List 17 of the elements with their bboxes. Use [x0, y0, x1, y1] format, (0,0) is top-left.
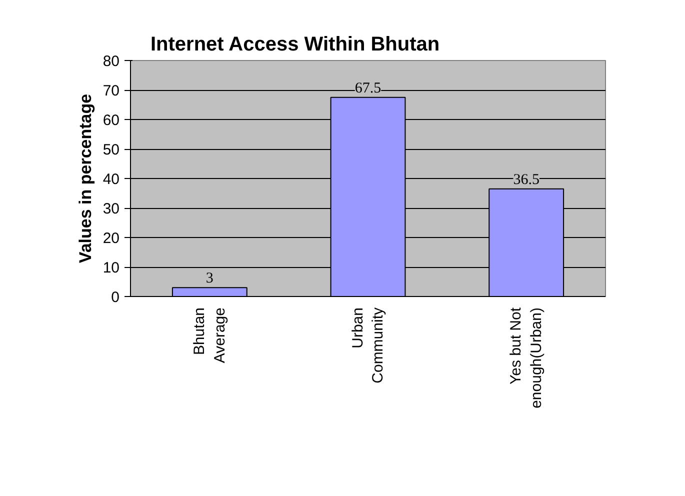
y-tick-label: 40	[102, 171, 120, 188]
y-axis-title: Values in percentage	[76, 94, 95, 264]
y-tick-label: 30	[102, 200, 120, 218]
data-label: 36.5	[513, 172, 540, 188]
x-tick-label: Yes but Not enough(Urban)	[508, 306, 546, 408]
chart-title: Internet Access Within Bhutan	[150, 34, 440, 56]
y-tick-label: 50	[102, 142, 120, 158]
data-label: 67.5	[354, 80, 382, 96]
x-tick-label: Bhutan Average	[190, 307, 228, 364]
y-tick-label: 10	[102, 260, 120, 276]
y-tick-label: 20	[102, 230, 120, 247]
y-tick-label: 0	[111, 289, 120, 306]
y-tick-label: 60	[102, 112, 120, 129]
y-tick-label: 70	[102, 82, 120, 100]
data-label: 3	[206, 270, 214, 287]
y-tick-label: 80	[102, 53, 120, 70]
x-tick-label: Urban Community	[349, 307, 387, 384]
